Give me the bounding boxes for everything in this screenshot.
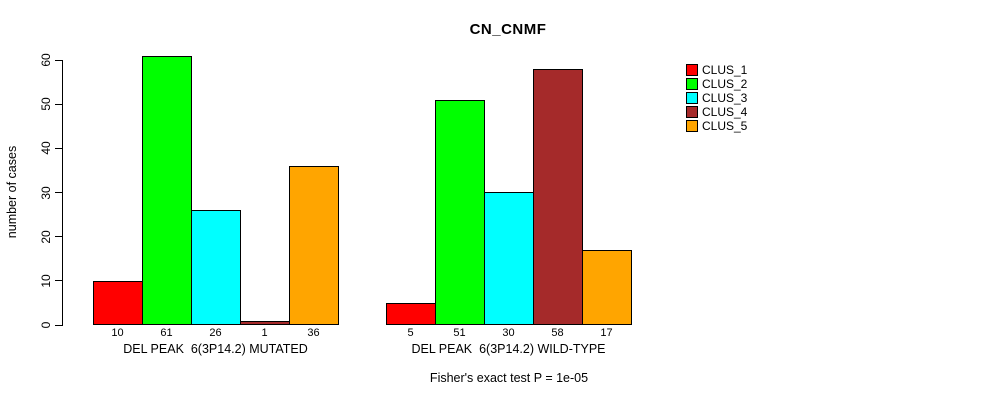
bar-clus_1-group2 <box>386 303 436 325</box>
y-tick <box>55 280 62 282</box>
y-tick <box>55 236 62 238</box>
legend-label-clus_3: CLUS_3 <box>702 91 748 105</box>
group-label: DEL PEAK 6(3P14.2) MUTATED <box>123 342 308 356</box>
y-axis-line <box>62 60 63 326</box>
bar-value-label: 30 <box>502 327 515 339</box>
bar-clus_3-group1 <box>191 210 241 325</box>
bar-value-label: 5 <box>407 327 414 339</box>
y-tick-label: 20 <box>39 229 53 244</box>
y-tick-label: 50 <box>39 97 53 111</box>
bar-value-label: 10 <box>111 327 124 339</box>
group-label: DEL PEAK 6(3P14.2) WILD-TYPE <box>411 342 606 356</box>
y-tick <box>55 103 62 105</box>
bar-clus_1-group1 <box>93 281 143 325</box>
bar-clus_5-group2 <box>582 250 632 325</box>
legend-swatch-clus_5 <box>686 120 698 132</box>
y-tick-label: 60 <box>39 53 53 67</box>
bar-value-label: 26 <box>209 327 222 339</box>
legend-swatch-clus_1 <box>686 64 698 76</box>
y-tick-label: 30 <box>39 185 53 200</box>
y-tick <box>55 59 62 61</box>
bar-value-label: 51 <box>453 327 466 339</box>
bar-clus_5-group1 <box>289 166 339 325</box>
bar-clus_2-group1 <box>142 56 192 325</box>
bar-clus_2-group2 <box>435 100 485 325</box>
bar-clus_3-group2 <box>484 192 534 325</box>
chart-title: CN_CNMF <box>469 21 547 38</box>
bar-value-label: 1 <box>261 327 268 339</box>
legend-label-clus_1: CLUS_1 <box>702 63 748 77</box>
legend-label-clus_4: CLUS_4 <box>702 105 748 119</box>
bar-clus_4-group2 <box>533 69 583 325</box>
legend-swatch-clus_3 <box>686 92 698 104</box>
y-axis-label: number of cases <box>5 145 19 239</box>
legend-swatch-clus_2 <box>686 78 698 90</box>
y-tick-label: 40 <box>39 141 53 156</box>
y-tick-label: 10 <box>39 274 53 288</box>
y-tick-label: 0 <box>39 321 53 329</box>
legend-label-clus_2: CLUS_2 <box>702 77 748 91</box>
legend-swatch-clus_4 <box>686 106 698 118</box>
fisher-test-annotation: Fisher's exact test P = 1e-05 <box>429 371 589 385</box>
y-tick <box>55 192 62 193</box>
bar-value-label: 36 <box>307 327 320 339</box>
bar-value-label: 61 <box>160 327 173 339</box>
bar-clus_4-group1 <box>240 321 290 325</box>
y-tick <box>55 324 62 326</box>
y-tick <box>55 147 62 149</box>
bar-value-label: 17 <box>600 327 613 339</box>
legend-label-clus_5: CLUS_5 <box>702 119 748 133</box>
bar-value-label: 58 <box>551 327 564 339</box>
